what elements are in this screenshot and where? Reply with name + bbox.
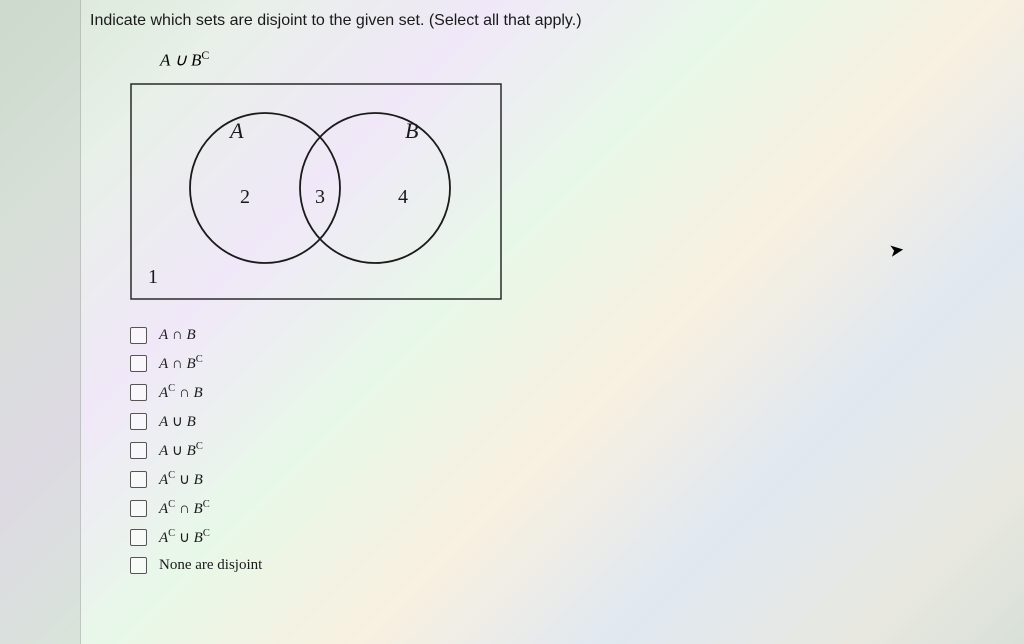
given-set: A ∪ BC — [160, 48, 1004, 71]
option-label: A ∪ BC — [159, 441, 203, 460]
checkbox-opt9[interactable] — [130, 557, 147, 574]
svg-text:A: A — [228, 118, 244, 143]
option-label: A ∩ BC — [159, 354, 203, 373]
content-area: Indicate which sets are disjoint to the … — [90, 12, 1004, 584]
svg-text:B: B — [405, 118, 418, 143]
svg-text:3: 3 — [315, 186, 325, 208]
option-row: A ∩ BC — [130, 354, 1004, 373]
option-label: None are disjoint — [159, 557, 262, 574]
option-row: None are disjoint — [130, 557, 1004, 574]
venn-diagram: A B 1 2 3 4 — [130, 83, 1004, 305]
option-row: A ∪ B — [130, 412, 1004, 431]
sidebar — [0, 0, 81, 644]
checkbox-opt4[interactable] — [130, 413, 147, 430]
option-label: AC ∪ B — [159, 470, 203, 489]
checkbox-opt2[interactable] — [130, 355, 147, 372]
option-label: A ∪ B — [159, 412, 196, 431]
option-label: AC ∪ BC — [159, 528, 210, 547]
checkbox-opt8[interactable] — [130, 529, 147, 546]
option-label: AC ∩ BC — [159, 499, 210, 518]
checkbox-opt3[interactable] — [130, 384, 147, 401]
option-row: AC ∩ BC — [130, 499, 1004, 518]
option-label: AC ∩ B — [159, 383, 203, 402]
option-row: AC ∪ B — [130, 470, 1004, 489]
option-row: A ∩ B — [130, 327, 1004, 344]
question-text: Indicate which sets are disjoint to the … — [90, 12, 1004, 30]
cursor-icon: ➤ — [888, 239, 906, 262]
option-label: A ∩ B — [159, 327, 196, 344]
svg-text:4: 4 — [398, 186, 408, 208]
checkbox-opt6[interactable] — [130, 471, 147, 488]
option-row: AC ∪ BC — [130, 528, 1004, 547]
checkbox-opt7[interactable] — [130, 500, 147, 517]
options-list: A ∩ B A ∩ BC AC ∩ B A ∪ B A ∪ BC AC ∪ B AC ∩ B… — [130, 327, 1004, 574]
checkbox-opt5[interactable] — [130, 442, 147, 459]
svg-text:2: 2 — [240, 186, 250, 208]
venn-svg: A B 1 2 3 4 — [130, 83, 502, 300]
checkbox-opt1[interactable] — [130, 327, 147, 344]
option-row: A ∪ BC — [130, 441, 1004, 460]
svg-text:1: 1 — [148, 266, 158, 288]
option-row: AC ∩ B — [130, 383, 1004, 402]
